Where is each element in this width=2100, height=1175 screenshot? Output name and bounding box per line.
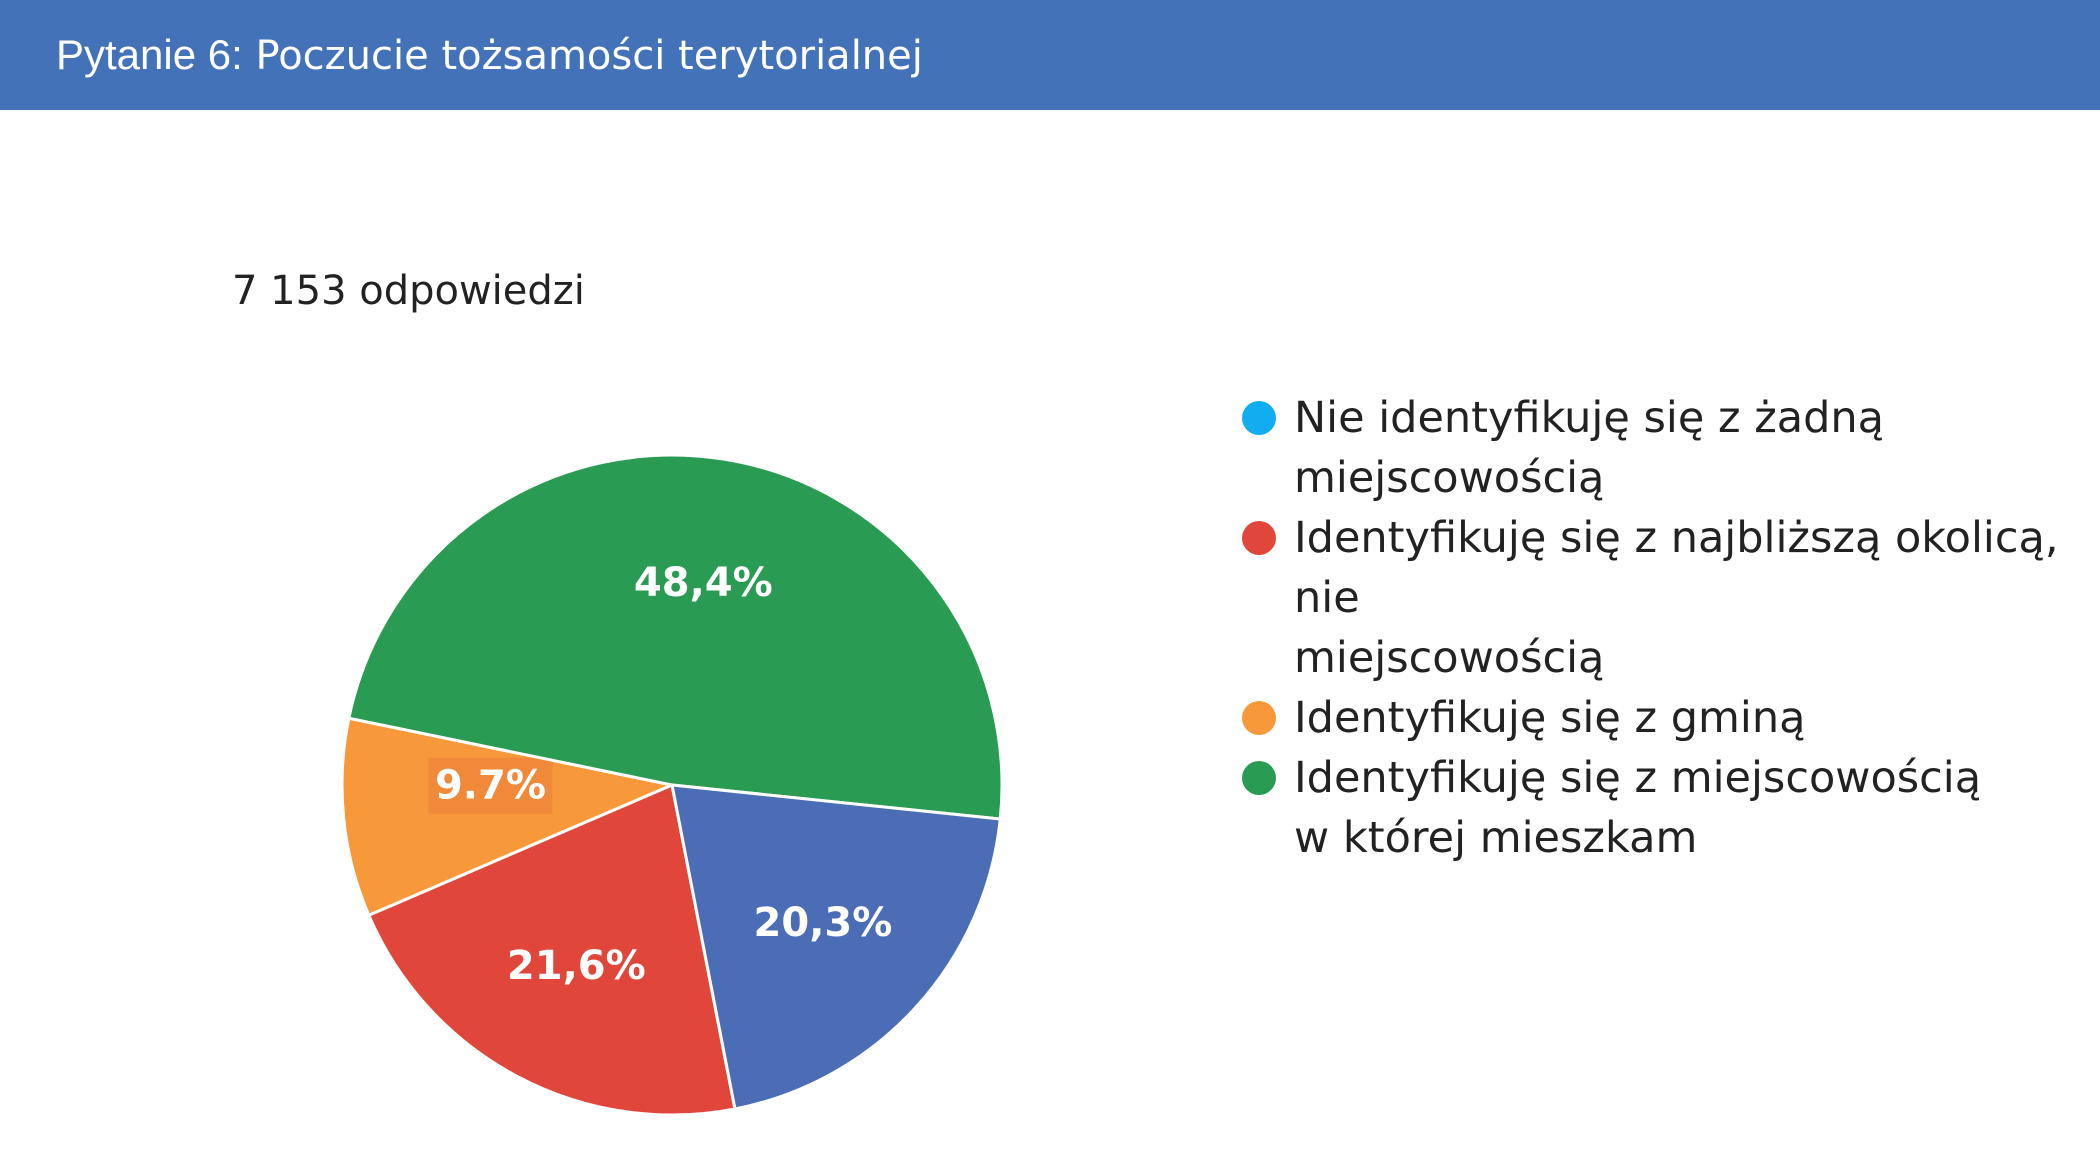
question-number: Pytanie 6: (56, 31, 243, 78)
pie-slice-1 (366, 782, 737, 1117)
response-count: 7 153 odpowiedzi (232, 268, 585, 314)
legend-label: Identyfikuję się z gminą (1294, 693, 1806, 743)
legend-swatch (1242, 401, 1276, 435)
legend-item: Identyfikuję się z miejscowością w które… (1242, 748, 2092, 868)
slice-label: 20,3% (754, 900, 893, 946)
legend-item: Identyfikuję się z gminą (1242, 688, 2092, 748)
pie-slice-3 (347, 453, 1004, 821)
legend-label: Identyfikuję się z najbliższą okolicą, n… (1294, 513, 2059, 683)
legend-swatch (1242, 701, 1276, 735)
legend-swatch (1242, 761, 1276, 795)
legend-swatch (1242, 521, 1276, 555)
slice-label: 9.7% (435, 763, 546, 809)
slice-label: 21,6% (507, 943, 646, 989)
chart-legend: Nie identyfikuję się z żadną miejscowośc… (1242, 388, 2092, 868)
legend-item: Nie identyfikuję się z żadną miejscowośc… (1242, 388, 2092, 508)
slice-label: 48,4% (634, 560, 773, 606)
legend-item: Identyfikuję się z najbliższą okolicą, n… (1242, 508, 2092, 688)
legend-label: Nie identyfikuję się z żadną miejscowośc… (1294, 393, 1885, 503)
legend-label: Identyfikuję się z miejscowością w które… (1294, 753, 1982, 863)
question-title: Poczucie tożsamości terytorialnej (255, 33, 923, 79)
pie-slice-4 (670, 783, 1002, 1111)
page-header: Pytanie 6: Poczucie tożsamości terytoria… (0, 0, 2100, 110)
slice-label-bg (428, 757, 553, 814)
pie-slice-2 (340, 716, 677, 918)
